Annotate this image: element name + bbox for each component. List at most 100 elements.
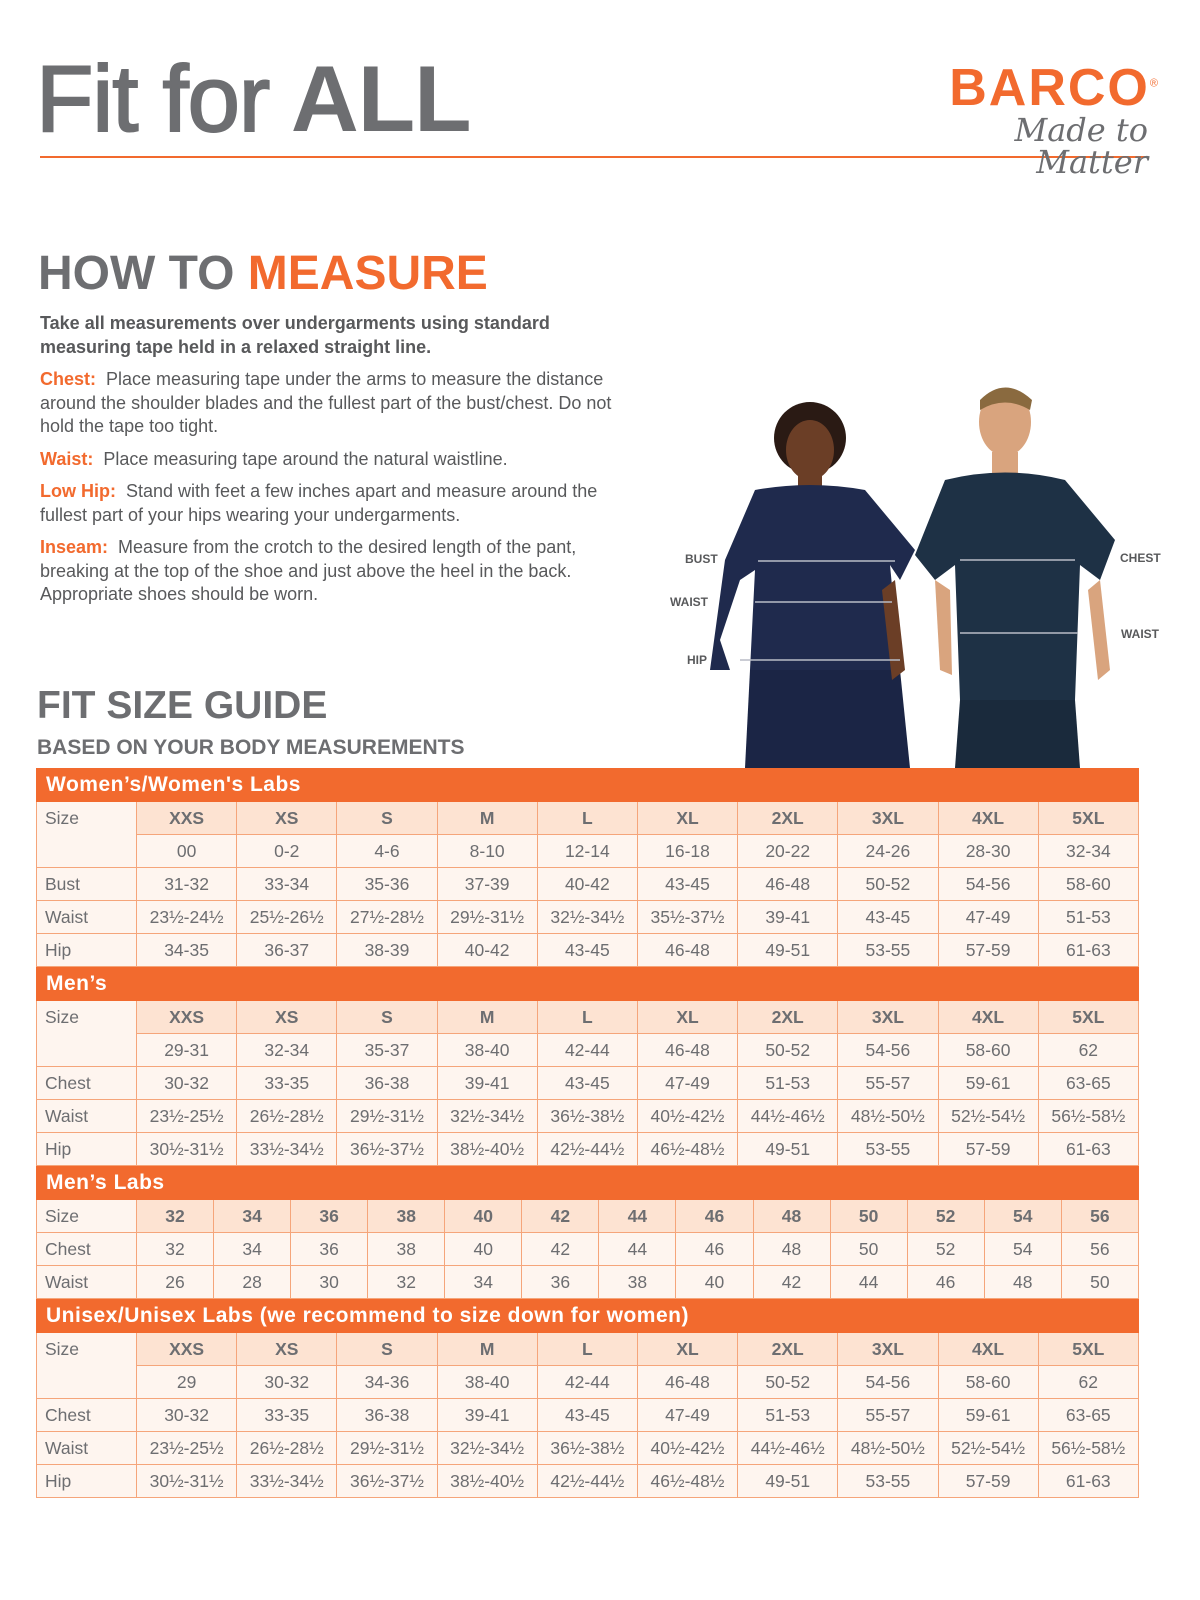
table-cell: 63-65 — [1037, 1398, 1139, 1432]
table-cell: 59-61 — [937, 1066, 1039, 1100]
size-table: Men’s Size XXS XS S M L XL 2XL 3XL 4XL 5XL 29-31 32-3… — [36, 967, 1139, 1166]
table-cell: 50-52 — [837, 867, 939, 901]
size-header-cell: 46 — [675, 1199, 754, 1233]
table-cell: 36 — [521, 1265, 600, 1299]
man-model — [915, 387, 1115, 768]
numeric-size-cell: 35-37 — [336, 1033, 438, 1067]
table-cell: 33-35 — [236, 1066, 338, 1100]
instruction-inseam: Inseam: Measure from the crotch to the d… — [40, 536, 620, 607]
size-header-cell: L — [536, 1000, 638, 1034]
size-header-cell: 3XL — [837, 801, 939, 835]
table-cell: 32½-34½ — [436, 1099, 538, 1133]
table-cell: 47-49 — [636, 1398, 739, 1432]
size-header-cell: 2XL — [737, 1332, 839, 1366]
table-cell: 56½-58½ — [1037, 1099, 1139, 1133]
brand-text: BARCO — [949, 59, 1150, 117]
table-row: Bust 31-32 33-34 35-36 37-39 40-42 43-45 46-48 5… — [36, 867, 1140, 901]
size-header-cell: XXS — [135, 801, 238, 835]
measure-instructions: Take all measurements over undergarments… — [40, 312, 620, 616]
size-header-cell: 4XL — [937, 1332, 1039, 1366]
table-cell: 34 — [444, 1265, 523, 1299]
table-cell: 40½-42½ — [636, 1099, 739, 1133]
table-cell: 37-39 — [436, 867, 538, 901]
heading-part-1: HOW TO — [38, 247, 235, 300]
table-cell: 40-42 — [536, 867, 638, 901]
table-cell: 36½-37½ — [336, 1132, 438, 1166]
table-cell: 46½-48½ — [636, 1132, 739, 1166]
row-label: Hip — [36, 1464, 137, 1498]
table-cell: 36-38 — [336, 1398, 438, 1432]
table-cell: 38-39 — [336, 933, 438, 967]
title-part-1: Fit for — [35, 46, 271, 151]
section-title: Unisex/Unisex Labs (we recommend to size… — [36, 1299, 1139, 1333]
table-cell: 29½-31½ — [336, 1099, 438, 1133]
table-cell: 44 — [598, 1232, 677, 1266]
table-cell: 43-45 — [536, 1066, 638, 1100]
table-cell: 48½-50½ — [837, 1431, 939, 1465]
size-header-cell: S — [336, 1332, 438, 1366]
measure-intro: Take all measurements over undergarments… — [40, 313, 550, 357]
size-header-cell: 5XL — [1037, 1000, 1139, 1034]
table-cell: 43-45 — [636, 867, 739, 901]
size-header-cell: 2XL — [737, 1000, 839, 1034]
label-women-waist: WAIST — [670, 595, 709, 609]
table-row: Waist 23½-25½ 26½-28½ 29½-31½ 32½-34½ 36½-38½… — [36, 1431, 1139, 1465]
size-header-cell: M — [436, 801, 538, 835]
table-cell: 47-49 — [636, 1066, 739, 1100]
table-cell: 63-65 — [1037, 1066, 1139, 1100]
row-label: Hip — [36, 1132, 137, 1166]
heading-part-2: MEASURE — [247, 247, 488, 300]
table-cell: 36½-37½ — [336, 1464, 438, 1498]
table-cell: 46½-48½ — [636, 1464, 739, 1498]
table-cell: 29½-31½ — [336, 1431, 438, 1465]
table-cell: 46 — [906, 1265, 985, 1299]
table-cell: 30-32 — [135, 1066, 238, 1100]
numeric-size-cell: 29 — [135, 1365, 238, 1399]
table-row: Hip 34-35 36-37 38-39 40-42 43-45 46-48 49-51 53… — [36, 933, 1140, 967]
table-cell: 35-36 — [336, 867, 438, 901]
numeric-size-cell: 62 — [1037, 1033, 1139, 1067]
size-header-cell: 5XL — [1037, 1332, 1139, 1366]
size-header-cell: 38 — [367, 1199, 446, 1233]
table-row: Chest 30-32 33-35 36-38 39-41 43-45 47-49 51-53… — [36, 1066, 1139, 1100]
row-label: Waist — [36, 900, 137, 934]
table-cell: 42½-44½ — [536, 1132, 638, 1166]
registered-mark: ® — [1149, 77, 1160, 90]
size-header-cell: S — [336, 1000, 438, 1034]
table-cell: 38 — [598, 1265, 677, 1299]
table-row: Chest 30-32 33-35 36-38 39-41 43-45 47-49 51-53… — [36, 1398, 1139, 1432]
table-cell: 31-32 — [135, 867, 238, 901]
size-header-cell: XS — [236, 1000, 338, 1034]
table-cell: 49-51 — [737, 1132, 839, 1166]
table-row: Hip 30½-31½ 33½-34½ 36½-37½ 38½-40½ 42½-44½ 46… — [36, 1464, 1139, 1498]
size-header-cell: XL — [636, 801, 739, 835]
size-header-cell: M — [436, 1000, 538, 1034]
numeric-size-cell: 58-60 — [937, 1365, 1039, 1399]
size-header-cell: L — [536, 801, 638, 835]
size-header-cell: 50 — [829, 1199, 908, 1233]
size-header-cell: XXS — [135, 1000, 238, 1034]
table-cell: 42 — [521, 1232, 600, 1266]
numeric-size-cell: 54-56 — [837, 1033, 939, 1067]
numeric-size-cell: 12-14 — [536, 834, 638, 868]
table-cell: 32½-34½ — [536, 900, 638, 934]
numeric-size-cell: 32-34 — [236, 1033, 338, 1067]
table-cell: 47-49 — [937, 900, 1039, 934]
size-header-cell: 44 — [598, 1199, 677, 1233]
table-cell: 33½-34½ — [236, 1132, 338, 1166]
table-cell: 48 — [983, 1265, 1062, 1299]
numeric-size-cell: 46-48 — [636, 1033, 739, 1067]
table-cell: 53-55 — [837, 1132, 939, 1166]
table-row: Waist 23½-24½ 25½-26½ 27½-28½ 29½-31½ 32½-34½… — [36, 900, 1140, 934]
table-cell: 39-41 — [737, 900, 839, 934]
size-header-cell: 36 — [290, 1199, 369, 1233]
size-header-cell: 48 — [752, 1199, 831, 1233]
size-header-cell: 3XL — [837, 1000, 939, 1034]
table-cell: 61-63 — [1037, 1464, 1139, 1498]
table-cell: 40 — [675, 1265, 754, 1299]
section-title: Women’s/Women's Labs — [35, 768, 1140, 802]
size-header-cell: 52 — [906, 1199, 985, 1233]
table-cell: 32½-34½ — [436, 1431, 538, 1465]
table-cell: 61-63 — [1037, 933, 1140, 967]
fit-size-guide-heading: FIT SIZE GUIDE — [37, 684, 328, 727]
